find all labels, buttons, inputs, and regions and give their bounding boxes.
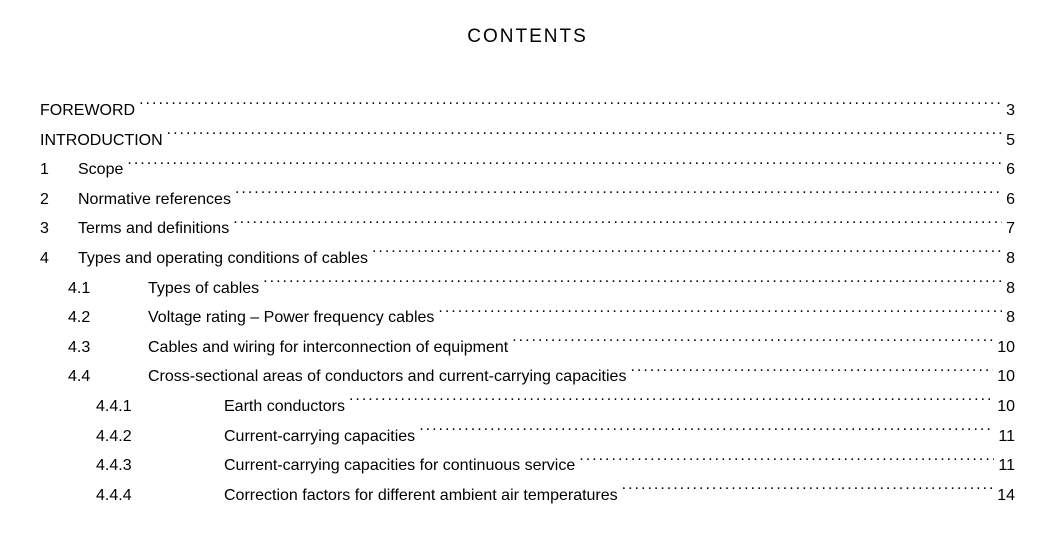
toc-page-number: 8	[1002, 274, 1015, 304]
toc-row: 3Terms and definitions 7	[40, 214, 1015, 244]
toc-label: Scope	[78, 155, 127, 185]
toc-row: 4.4Cross-sectional areas of conductors a…	[40, 362, 1015, 392]
toc-row: 4.4.1Earth conductors 10	[40, 392, 1015, 422]
toc-dot-leader	[512, 336, 993, 352]
toc-number: 4	[40, 244, 78, 274]
toc-number: 4.2	[40, 303, 148, 333]
toc-number: 4.3	[40, 333, 148, 363]
toc-page-number: 6	[1002, 185, 1015, 215]
toc-row: 4.4.4Correction factors for different am…	[40, 481, 1015, 511]
toc-dot-leader	[622, 484, 994, 500]
toc-label: Normative references	[78, 185, 235, 215]
toc-label: Cables and wiring for interconnection of…	[148, 333, 512, 363]
toc-label: Earth conductors	[224, 392, 349, 422]
toc-row: 4.3Cables and wiring for interconnection…	[40, 333, 1015, 363]
toc-row: 4Types and operating conditions of cable…	[40, 244, 1015, 274]
toc-label: Correction factors for different ambient…	[224, 481, 622, 511]
toc-number: 4.4	[40, 362, 148, 392]
toc-row: 4.4.3Current-carrying capacities for con…	[40, 451, 1015, 481]
toc-row: FOREWORD 3	[40, 96, 1015, 126]
toc-row: INTRODUCTION 5	[40, 126, 1015, 156]
toc-label: FOREWORD	[40, 96, 139, 126]
toc-dot-leader	[127, 158, 1002, 174]
toc-number: 4.1	[40, 274, 148, 304]
page-title: CONTENTS	[40, 26, 1015, 48]
toc-row: 2Normative references 6	[40, 185, 1015, 215]
toc-dot-leader	[419, 425, 994, 441]
toc-page-number: 8	[1002, 244, 1015, 274]
toc-dot-leader	[167, 129, 1002, 145]
toc-page-number: 11	[994, 451, 1015, 481]
toc-label: Cross-sectional areas of conductors and …	[148, 362, 630, 392]
toc-list: FOREWORD3INTRODUCTION51Scope62Normative …	[40, 96, 1015, 510]
toc-dot-leader	[630, 365, 993, 381]
toc-number: 2	[40, 185, 78, 215]
page: CONTENTS FOREWORD3INTRODUCTION51Scope62N…	[0, 0, 1055, 537]
toc-page-number: 3	[1002, 96, 1015, 126]
toc-row: 4.4.2Current-carrying capacities 11	[40, 422, 1015, 452]
toc-dot-leader	[233, 217, 1002, 233]
toc-dot-leader	[372, 247, 1002, 263]
toc-row: 1Scope 6	[40, 155, 1015, 185]
toc-page-number: 7	[1002, 214, 1015, 244]
toc-number: 4.4.1	[40, 392, 224, 422]
toc-label: Voltage rating – Power frequency cables	[148, 303, 438, 333]
toc-label: Types of cables	[148, 274, 263, 304]
toc-number: 4.4.2	[40, 422, 224, 452]
toc-number: 1	[40, 155, 78, 185]
toc-number: 4.4.4	[40, 481, 224, 511]
toc-page-number: 10	[993, 362, 1015, 392]
toc-page-number: 5	[1002, 126, 1015, 156]
toc-page-number: 6	[1002, 155, 1015, 185]
toc-label: Current-carrying capacities for continuo…	[224, 451, 579, 481]
toc-number: 3	[40, 214, 78, 244]
toc-page-number: 8	[1002, 303, 1015, 333]
toc-label: INTRODUCTION	[40, 126, 167, 156]
toc-dot-leader	[235, 188, 1002, 204]
toc-page-number: 10	[993, 333, 1015, 363]
toc-number: 4.4.3	[40, 451, 224, 481]
toc-page-number: 10	[993, 392, 1015, 422]
toc-page-number: 11	[994, 422, 1015, 452]
toc-dot-leader	[139, 99, 1002, 115]
toc-dot-leader	[438, 306, 1002, 322]
toc-row: 4.1Types of cables 8	[40, 274, 1015, 304]
toc-label: Types and operating conditions of cables	[78, 244, 372, 274]
toc-label: Terms and definitions	[78, 214, 233, 244]
toc-row: 4.2Voltage rating – Power frequency cabl…	[40, 303, 1015, 333]
toc-dot-leader	[349, 395, 993, 411]
toc-label: Current-carrying capacities	[224, 422, 419, 452]
toc-dot-leader	[263, 277, 1002, 293]
toc-dot-leader	[579, 454, 994, 470]
toc-page-number: 14	[993, 481, 1015, 511]
